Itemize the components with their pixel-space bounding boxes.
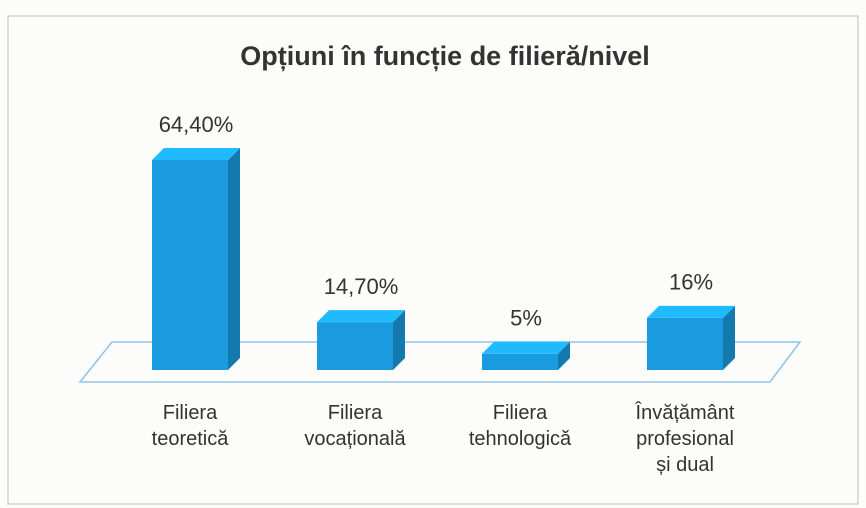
x-tick-label: Filiera tehnologică xyxy=(468,402,572,450)
bar-front xyxy=(647,317,723,370)
bar-side xyxy=(558,341,570,370)
bar xyxy=(647,305,735,370)
data-label: 64,40% xyxy=(159,112,234,137)
chart-title: Opțiuni în funcție de filieră/nivel xyxy=(240,41,650,71)
bar-side xyxy=(228,148,240,370)
data-label: 14,70% xyxy=(324,274,399,299)
bar xyxy=(152,148,240,370)
bar-front xyxy=(152,160,228,370)
bar-top xyxy=(482,341,570,354)
bar xyxy=(482,341,570,370)
frame xyxy=(7,15,859,505)
bar-front xyxy=(482,353,558,370)
bar-top xyxy=(647,305,735,318)
floor xyxy=(78,341,802,383)
data-label: 16% xyxy=(669,270,713,295)
x-tick-label: Învățământ profesional și dual xyxy=(635,402,735,476)
bar-top xyxy=(317,310,405,323)
bar xyxy=(317,310,405,370)
bar-side xyxy=(393,310,405,370)
bar-top xyxy=(152,148,240,161)
x-tick-label: Filiera teoretică xyxy=(151,402,229,450)
data-label: 5% xyxy=(510,306,542,331)
x-tick-label: Filiera vocațională xyxy=(304,402,406,450)
bar-front xyxy=(317,322,393,370)
bar-side xyxy=(723,305,735,370)
